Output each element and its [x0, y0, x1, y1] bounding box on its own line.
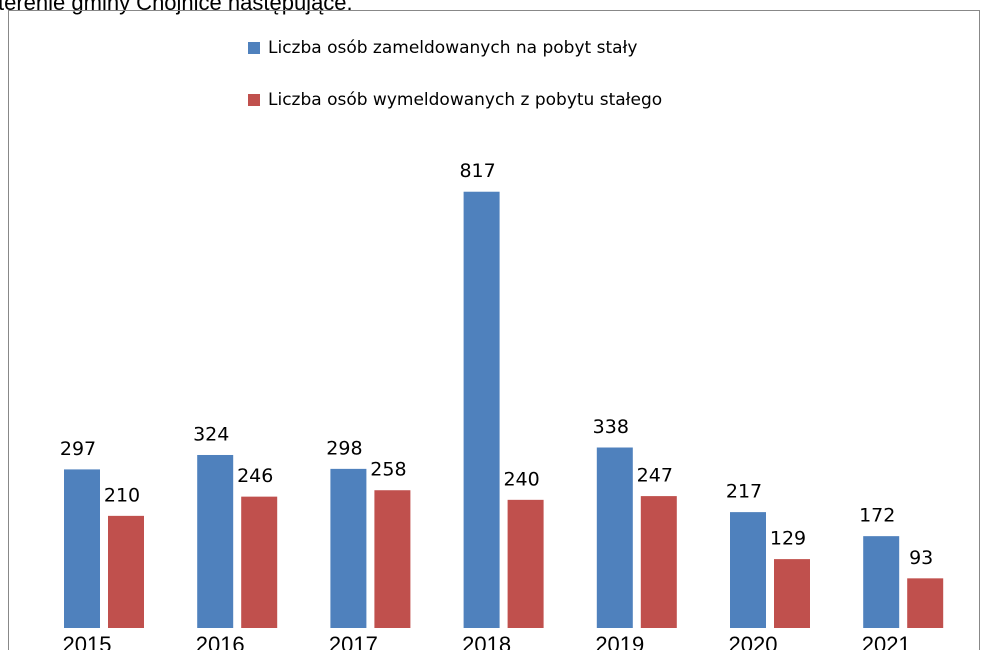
bar — [64, 469, 100, 628]
legend-label: Liczba osób zameldowanych na pobyt stały — [268, 38, 637, 58]
bar — [197, 454, 234, 628]
bar — [596, 447, 633, 628]
bar — [330, 468, 367, 628]
data-label: 817 — [459, 160, 495, 182]
data-label: 246 — [237, 465, 273, 487]
data-label: 247 — [637, 465, 673, 487]
bar — [907, 578, 944, 628]
data-label: 338 — [593, 416, 629, 438]
bar — [463, 191, 500, 629]
chart-frame — [8, 10, 980, 650]
x-tick-label: 2017 — [329, 632, 378, 650]
legend-swatch — [248, 42, 260, 54]
x-tick-label: 2018 — [462, 632, 511, 650]
data-label: 258 — [370, 459, 406, 481]
bar — [374, 490, 411, 628]
context-text: terenie gminy Chojnice następujące. — [0, 0, 353, 15]
data-label: 210 — [104, 484, 140, 506]
x-tick-label: 2019 — [595, 632, 644, 650]
data-label: 324 — [193, 423, 229, 445]
bar — [774, 559, 810, 628]
bar — [730, 512, 766, 628]
bar — [108, 515, 144, 628]
x-tick-label: 2015 — [63, 632, 112, 650]
bar — [241, 496, 278, 628]
data-label: 217 — [726, 481, 762, 503]
data-label: 297 — [60, 438, 96, 460]
bar — [507, 499, 544, 628]
legend-swatch — [248, 94, 260, 106]
x-tick-label: 2021 — [862, 632, 911, 650]
data-label: 240 — [503, 468, 539, 490]
data-label: 129 — [770, 528, 806, 550]
legend-label: Liczba osób wymeldowanych z pobytu stałe… — [268, 90, 662, 110]
x-tick-label: 2020 — [729, 632, 778, 650]
data-label: 93 — [909, 547, 933, 569]
data-label: 298 — [326, 437, 362, 459]
bar — [863, 536, 900, 628]
x-tick-label: 2016 — [196, 632, 245, 650]
bar — [640, 496, 677, 628]
data-label: 172 — [859, 505, 895, 527]
